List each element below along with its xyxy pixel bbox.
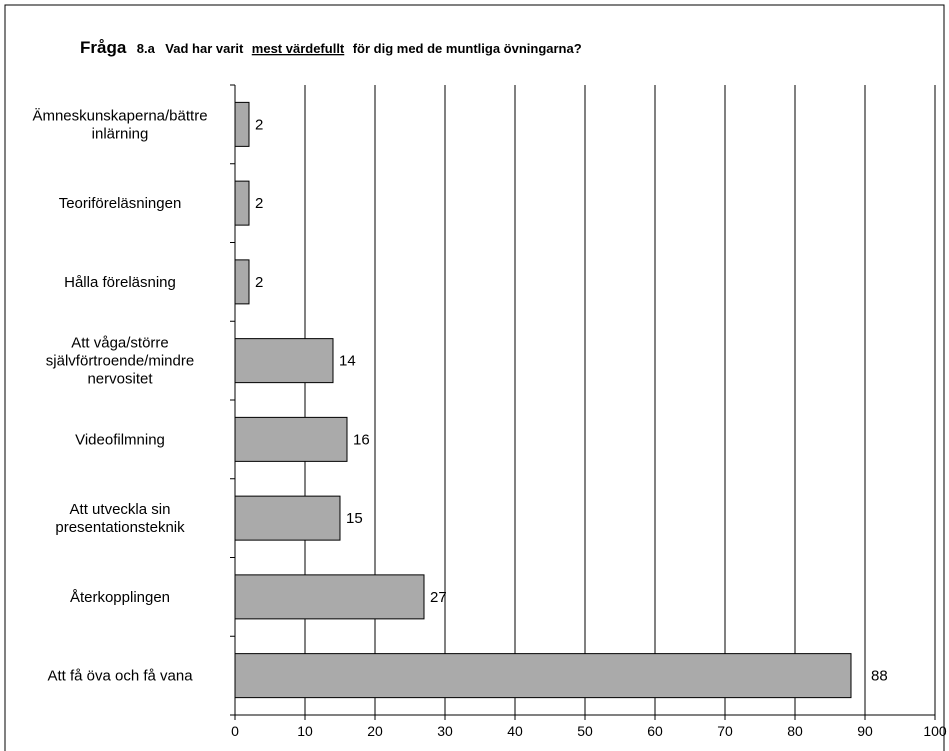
bar-2 <box>234 259 250 305</box>
x-tick-label-90: 90 <box>857 723 873 739</box>
category-label-4: Videofilmning <box>75 431 165 448</box>
title-prefix: Fråga <box>80 38 127 57</box>
title-number: 8.a <box>137 41 156 56</box>
x-tick-label-40: 40 <box>507 723 523 739</box>
bar-3 <box>234 338 334 384</box>
x-tick-label-10: 10 <box>297 723 313 739</box>
title-post: för dig med de muntliga övningarna? <box>353 41 582 56</box>
bar-4 <box>234 416 348 462</box>
x-tick-label-20: 20 <box>367 723 383 739</box>
bar-0 <box>234 101 250 147</box>
x-tick-label-50: 50 <box>577 723 593 739</box>
x-tick-label-80: 80 <box>787 723 803 739</box>
category-label-0: Ämneskunskaperna/bättre inlärning <box>32 107 207 142</box>
bars <box>234 101 852 699</box>
data-label-4: 16 <box>353 431 370 448</box>
category-label-2: Hålla föreläsning <box>64 274 176 291</box>
data-label-2: 2 <box>255 274 263 291</box>
grid-lines <box>304 85 936 715</box>
labels: 0 10 20 30 40 50 60 70 80 90 100 2 Ämneskunskaperna/… <box>32 107 946 739</box>
category-label-6: Återkopplingen <box>70 589 170 606</box>
x-tick-label-100: 100 <box>923 723 947 739</box>
category-label-7: Att få öva och få vana <box>47 668 193 685</box>
data-label-7: 88 <box>871 668 888 685</box>
chart-title: Fråga 8.a Vad har varit mest värdefullt … <box>80 38 582 57</box>
title-pre: Vad har varit <box>165 41 244 56</box>
x-tick-label-70: 70 <box>717 723 733 739</box>
title-emphasis: mest värdefullt <box>252 41 345 56</box>
data-label-3: 14 <box>339 353 356 370</box>
data-label-6: 27 <box>430 589 447 606</box>
axes <box>230 84 936 720</box>
x-tick-label-60: 60 <box>647 723 663 739</box>
x-tick-label-30: 30 <box>437 723 453 739</box>
x-tick-label-0: 0 <box>231 723 239 739</box>
bar-7 <box>234 653 852 699</box>
data-label-0: 2 <box>255 116 263 133</box>
category-label-5: Att utveckla sin presentationsteknik <box>55 501 185 536</box>
outer-border <box>4 4 945 751</box>
data-label-5: 15 <box>346 510 363 527</box>
data-label-1: 2 <box>255 195 263 212</box>
bar-6 <box>234 574 425 620</box>
bar-5 <box>234 495 341 541</box>
category-label-1: Teoriföreläsningen <box>59 195 182 212</box>
bar-1 <box>234 180 250 226</box>
category-label-3: Att våga/större självförtroende/mindre ner… <box>46 335 194 388</box>
